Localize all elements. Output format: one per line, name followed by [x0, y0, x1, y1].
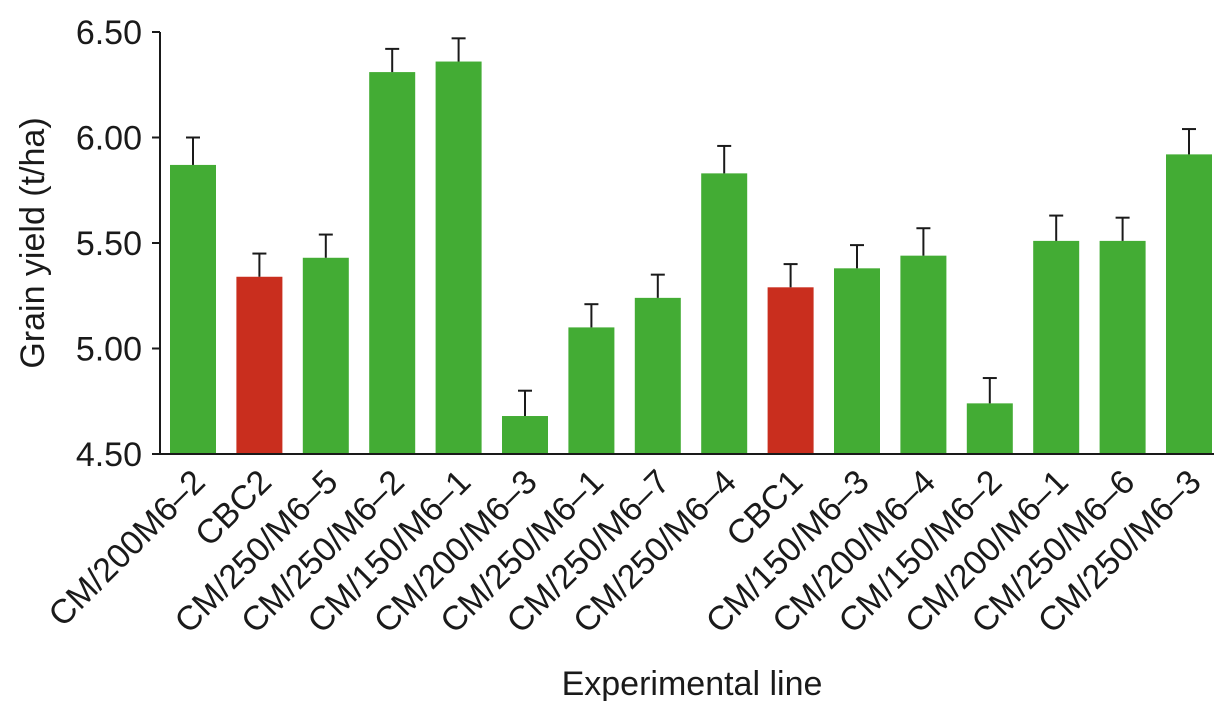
bars-group — [170, 61, 1212, 454]
bar — [170, 164, 216, 454]
error-bar — [982, 377, 997, 404]
bar — [568, 327, 615, 454]
y-ticks-group: 4.50 5.00 5.50 6.00 6.50 — [76, 14, 160, 474]
y-axis-title: Grain yield (t/ha) — [14, 117, 52, 368]
bar — [634, 297, 681, 454]
y-tick-label: 6.00 — [76, 120, 142, 158]
error-bar — [650, 273, 665, 298]
bar — [701, 173, 748, 454]
error-bar — [1182, 128, 1196, 155]
bar — [1166, 154, 1212, 454]
y-tick-label: 6.50 — [76, 14, 142, 52]
bar — [966, 403, 1013, 454]
error-bar — [385, 47, 400, 73]
error-bar — [783, 263, 798, 288]
y-tick-label: 5.50 — [76, 225, 142, 263]
y-tick-label: 4.50 — [76, 436, 142, 474]
bar — [369, 72, 416, 454]
error-bar — [1049, 214, 1064, 241]
error-bar — [252, 252, 267, 277]
error-bar — [451, 37, 466, 62]
error-bar — [916, 227, 931, 256]
error-bar — [850, 244, 864, 269]
x-axis-title: Experimental line — [562, 665, 823, 701]
error-bars-group — [186, 37, 1196, 417]
bar — [302, 257, 349, 454]
x-tick-labels-group: CM/200M6–2CBC2CM/250/M6–5CM/250/M6–2CM/1… — [41, 463, 1208, 641]
bar — [1033, 240, 1080, 454]
bar — [767, 287, 814, 454]
y-tick-label: 5.00 — [76, 331, 142, 369]
bar — [236, 276, 283, 454]
bar — [435, 61, 482, 454]
error-bar — [518, 389, 532, 417]
bar — [1099, 240, 1146, 454]
bar — [900, 255, 947, 454]
error-bar — [584, 303, 599, 328]
error-bar — [318, 233, 333, 258]
bar — [502, 416, 548, 454]
error-bar — [186, 136, 200, 165]
bar — [834, 268, 880, 454]
error-bar — [1115, 216, 1130, 241]
error-bar — [717, 144, 732, 174]
